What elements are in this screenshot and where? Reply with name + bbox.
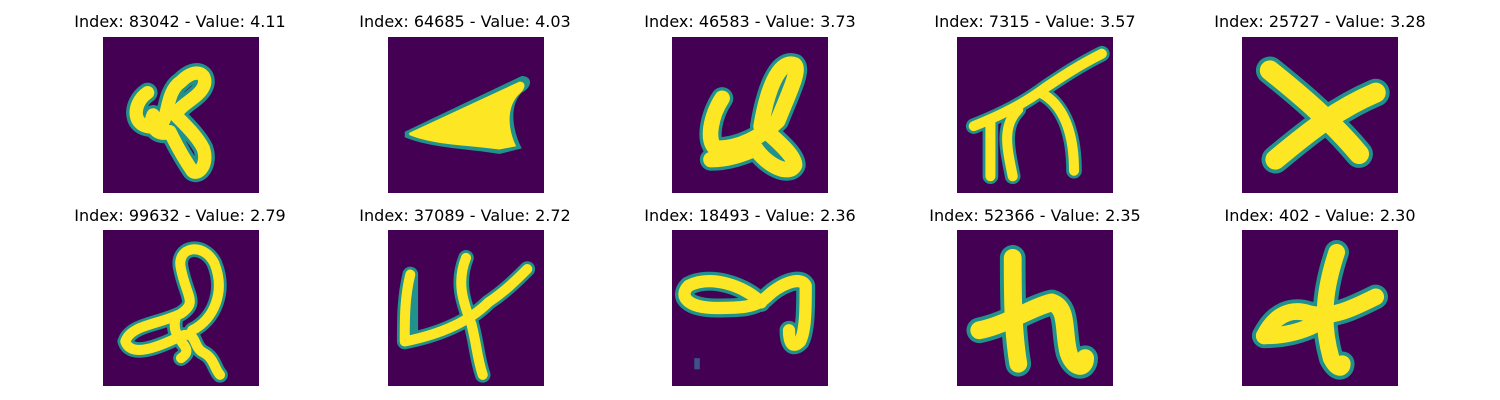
glyph-angular-4-icon bbox=[388, 230, 544, 386]
glyph-plus-shape-icon bbox=[1242, 230, 1398, 386]
panel-title: Index: 46583 - Value: 3.73 bbox=[644, 12, 856, 31]
digit-image bbox=[388, 230, 544, 386]
panel-title: Index: 83042 - Value: 4.11 bbox=[74, 12, 286, 31]
digit-image bbox=[103, 230, 259, 386]
panel-title: Index: 25727 - Value: 3.28 bbox=[1214, 12, 1426, 31]
panel-title: Index: 99632 - Value: 2.79 bbox=[74, 206, 286, 225]
glyph-loop-9-icon bbox=[672, 230, 828, 386]
glyph-wedge-icon bbox=[388, 37, 544, 193]
glyph-hook-4-icon bbox=[672, 37, 828, 193]
glyph-branch-stroke-icon bbox=[957, 37, 1113, 193]
panel-title: Index: 402 - Value: 2.30 bbox=[1224, 206, 1416, 225]
panel-title: Index: 7315 - Value: 3.57 bbox=[934, 12, 1136, 31]
glyph-h-shape-icon bbox=[957, 230, 1113, 386]
digit-image bbox=[103, 37, 259, 193]
panel-title: Index: 37089 - Value: 2.72 bbox=[359, 206, 571, 225]
glyph-curl-loop-4-icon bbox=[103, 37, 259, 193]
panel-title: Index: 18493 - Value: 2.36 bbox=[644, 206, 856, 225]
digit-image bbox=[388, 37, 544, 193]
digit-image bbox=[957, 230, 1113, 386]
digit-image bbox=[1242, 230, 1398, 386]
glyph-cross-blob-icon bbox=[1242, 37, 1398, 193]
digit-image bbox=[672, 230, 828, 386]
digit-image bbox=[672, 37, 828, 193]
digit-image bbox=[957, 37, 1113, 193]
glyph-loop-scribble-icon bbox=[103, 230, 259, 386]
panel-title: Index: 52366 - Value: 2.35 bbox=[929, 206, 1141, 225]
digit-image bbox=[1242, 37, 1398, 193]
panel-title: Index: 64685 - Value: 4.03 bbox=[359, 12, 571, 31]
